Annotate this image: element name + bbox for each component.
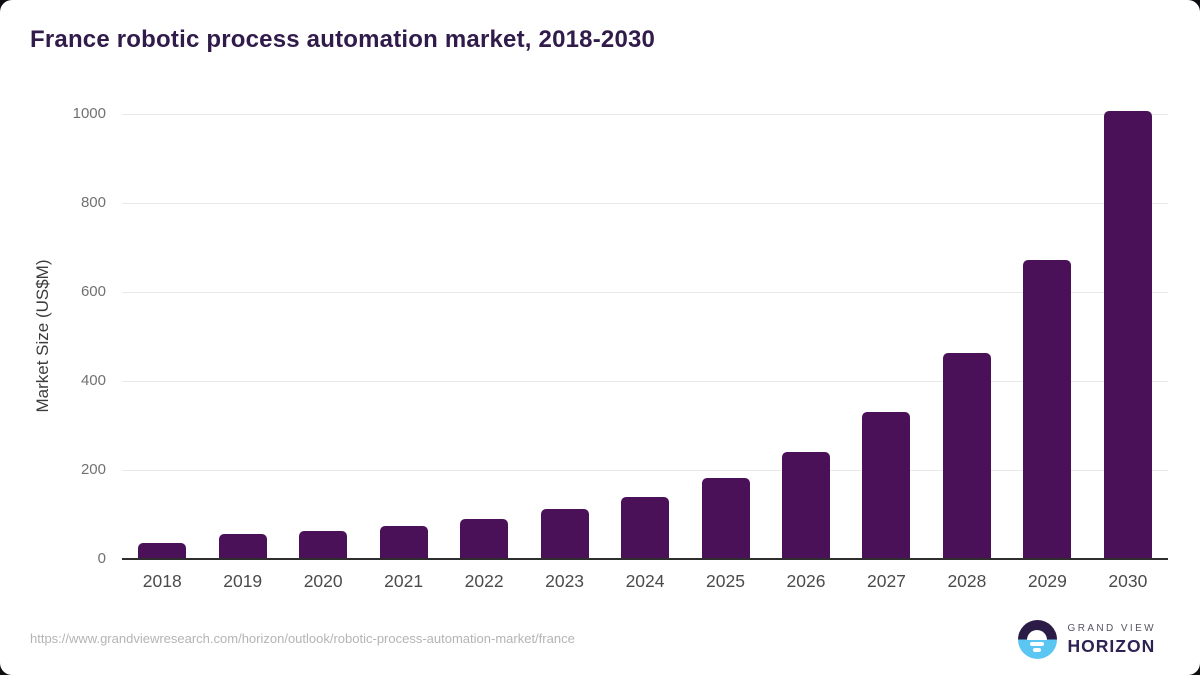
brand-logo: GRAND VIEW HORIZON [1017,620,1156,659]
x-tick-label: 2023 [545,571,585,591]
x-tick-label: 2030 [1108,571,1148,591]
y-tick-label: 400 [80,372,106,389]
logo-grand-view-label: GRAND VIEW [1067,622,1156,634]
horizon-sun-icon [1017,620,1057,659]
bar-2026 [781,452,830,559]
x-tick-label: 2018 [142,571,182,591]
x-tick-label: 2024 [625,571,665,591]
bar-2027 [862,412,911,559]
chart-title: France robotic process automation market… [30,26,656,53]
y-tick-label: 0 [97,550,106,567]
x-tick-label: 2022 [464,571,504,591]
bar-2028 [942,352,991,559]
bar-band [202,99,282,559]
gridline [122,291,1168,293]
x-tick-label: 2019 [223,571,263,591]
bar-2022 [460,518,509,559]
ripple-shape [1033,648,1042,652]
bar-2024 [621,496,670,559]
x-tick-label: 2026 [786,571,826,591]
bar-band [766,99,846,559]
bar-band [122,99,202,559]
bar-2021 [379,525,428,559]
bar-band [1007,99,1087,559]
y-tick-label: 800 [80,194,106,211]
x-tick-label: 2025 [706,571,745,591]
gridline [122,113,1168,115]
bar-band [524,99,604,559]
gridline [122,469,1168,471]
bars-area [122,99,1168,559]
y-tick-label: 1000 [72,105,106,122]
x-tick-label: 2020 [303,571,343,591]
ripple-shape [1030,642,1045,646]
y-tick-label: 600 [80,283,106,300]
bar-band [283,99,363,559]
bar-band [685,99,765,559]
x-tick-label: 2027 [866,571,906,591]
x-tick-label: 2029 [1027,571,1067,591]
x-tick-label: 2028 [947,571,987,591]
bar-2020 [299,530,348,559]
logo-text: GRAND VIEW HORIZON [1068,623,1156,657]
bar-2018 [138,543,187,559]
logo-horizon-label: HORIZON [1067,635,1156,656]
bar-band [605,99,685,559]
sun-shape [1027,629,1048,640]
gridline [122,380,1168,382]
bar-band [444,99,524,559]
y-tick-label: 200 [80,461,106,478]
bar-band [363,99,443,559]
bar-2025 [701,478,750,559]
bar-2019 [218,534,267,559]
bar-2029 [1023,259,1072,559]
x-axis-line [122,558,1168,560]
bar-band [1088,99,1168,559]
source-url: https://www.grandviewresearch.com/horizo… [30,631,575,646]
x-tick-label: 2021 [384,571,424,591]
gridline [122,202,1168,204]
bar-2023 [540,509,589,559]
bar-2030 [1103,110,1152,559]
bar-band [927,99,1007,559]
x-axis-labels: 2018 2019 2020 2021 2022 2023 2024 2025 2026 2027… [122,571,1168,592]
bar-band [846,99,926,559]
y-axis-title: Market Size (US$M) [33,259,52,413]
